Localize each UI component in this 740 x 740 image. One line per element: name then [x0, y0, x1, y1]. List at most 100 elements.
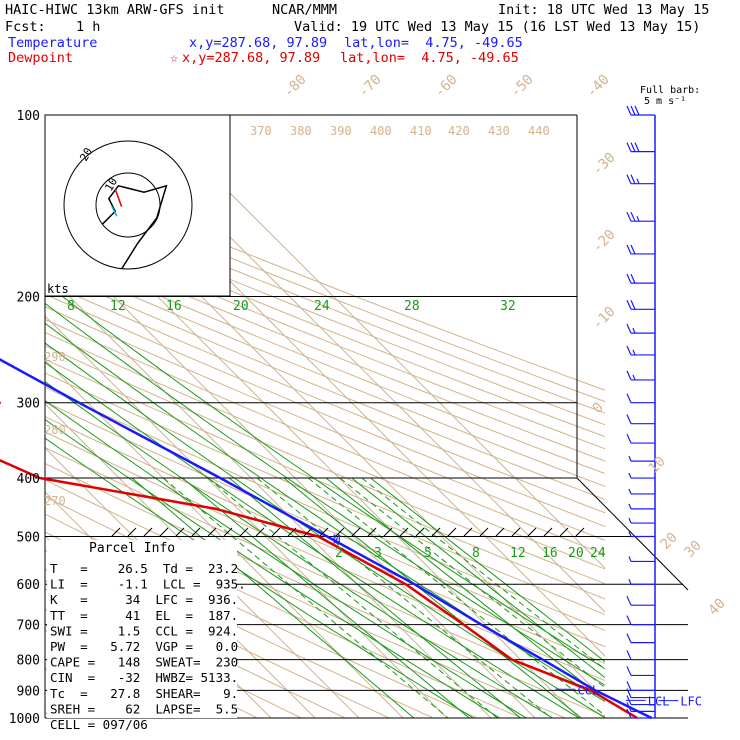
hatch-mark: [543, 527, 553, 537]
wind-barb-flag: [626, 370, 632, 381]
isotherm-label: -30: [590, 150, 619, 179]
pressure-label: 500: [17, 530, 40, 545]
fcst-label: Fcst:: [5, 19, 46, 35]
level-marker-ccl: CCL: [577, 683, 599, 697]
wind-barb-flag: [630, 300, 636, 310]
parcel-info-row: CELL = 097/06: [50, 717, 148, 732]
pressure-label: 400: [17, 472, 40, 487]
hatch-mark: [447, 527, 457, 537]
dry-adiabat: [45, 318, 605, 556]
wind-barb-half: [632, 349, 636, 356]
dry-adiabat: [45, 431, 605, 682]
dry-adiabat: [45, 281, 605, 514]
hodograph-frame: [44, 114, 231, 297]
hatch-mark: [399, 527, 409, 537]
hatch-mark: [495, 527, 505, 537]
hatch-mark: [351, 527, 361, 537]
mixing-ratio-label: 16: [166, 299, 182, 314]
wind-barb-half: [628, 503, 632, 510]
mixing-ratio-line: [361, 477, 605, 670]
wind-barb-flag: [626, 393, 632, 403]
mixing-ratio-line: [339, 477, 605, 689]
hatch-mark: [223, 527, 233, 537]
isotherm-label: -50: [508, 72, 537, 101]
hatch-mark: [527, 527, 537, 537]
dry-adiabat: [45, 568, 346, 718]
mixing-ratio-label: 24: [590, 546, 606, 561]
dry-adiabat: [45, 345, 605, 585]
init-time: Init: 18 UTC Wed 13 May 15: [498, 2, 710, 18]
wind-barb-flag: [626, 345, 632, 356]
isotherm-label: 0: [590, 400, 607, 417]
wind-barb-half: [632, 327, 636, 334]
wind-barbs: [626, 105, 655, 719]
dewpoint-star-icon: ☆: [170, 50, 179, 66]
hatch-mark: [191, 527, 201, 537]
theta-label: 270: [44, 494, 66, 508]
wind-barb-flag: [626, 702, 632, 712]
wind-barb-flag: [626, 414, 632, 424]
dry-adiabat: [45, 401, 605, 648]
theta-label: 370: [250, 124, 272, 138]
dry-adiabat: [45, 293, 605, 527]
dry-adiabat: [45, 180, 605, 403]
mixing-ratio-label: 24: [314, 299, 330, 314]
wind-barb-half: [636, 215, 640, 222]
temperature-latlon: lat,lon= 4.75, -49.65: [344, 35, 523, 51]
isotherm-label: -60: [432, 72, 461, 101]
hodograph-kts-label: kts: [47, 282, 69, 296]
hatch-mark: [271, 527, 281, 537]
wind-barb-flag: [626, 244, 632, 255]
pressure-label: 200: [17, 291, 40, 306]
hatch-mark: [479, 527, 489, 537]
theta-label: 420: [448, 124, 470, 138]
wind-barb-flag: [630, 244, 636, 255]
hatch-mark: [255, 527, 265, 537]
pressure-label: 300: [17, 397, 40, 412]
hatch-mark: [415, 527, 425, 537]
dewpoint-line: [0, 401, 638, 720]
wind-barb-half: [628, 517, 632, 524]
wind-barb-flag: [626, 323, 632, 334]
wind-barb-half: [636, 178, 640, 184]
dry-adiabat: [45, 331, 605, 570]
wind-barb-flag: [626, 300, 632, 310]
hatch-mark: [383, 527, 393, 537]
theta-label: 290: [44, 350, 66, 364]
level-marker-m: M: [333, 532, 340, 546]
hodograph-ring-label: 20: [77, 146, 95, 164]
parcel-info-title: Parcel Info: [89, 541, 175, 556]
wind-barb-half: [628, 579, 632, 585]
pressure-label: 100: [17, 109, 40, 124]
hodograph-trace-mid: [111, 206, 118, 217]
pressure-label: 600: [17, 578, 40, 593]
wind-barb-flag: [626, 695, 632, 705]
org-label: NCAR/MMM: [272, 2, 338, 18]
mixing-ratio-label: 32: [500, 299, 516, 314]
mixing-ratio-label: 8: [67, 299, 75, 314]
wind-barb-half: [628, 531, 632, 537]
wind-barb-flag: [626, 666, 632, 676]
wind-barb-flag: [626, 708, 632, 719]
dry-adiabat: [45, 306, 605, 541]
parcel-info-row: CAPE = 148 SWEAT= 230: [50, 655, 238, 670]
parcel-info-row: CIN = -32 HWBZ= 5133.: [50, 670, 238, 685]
hatched-line: [111, 527, 585, 537]
wind-barb-flag: [626, 433, 632, 444]
mixing-ratio-line: [207, 477, 498, 718]
fcst-value: 1 h: [76, 19, 101, 35]
hatch-mark: [575, 527, 585, 537]
wind-barb-flag: [630, 174, 636, 184]
parcel-info-row: PW = 5.72 VGP = 0.0: [50, 639, 238, 654]
isotherm-label: 40: [706, 596, 729, 619]
mixing-ratio-label: 12: [510, 546, 526, 561]
isotherm: [45, 359, 404, 718]
isotherm-label: -10: [590, 304, 619, 333]
hatch-mark: [319, 527, 329, 537]
barb-legend-value: 5 m s⁻¹: [644, 96, 686, 107]
dewpoint-legend: Dewpoint: [8, 50, 74, 66]
wind-barb-flag: [626, 174, 632, 184]
theta-label: 380: [290, 124, 312, 138]
dry-adiabat: [45, 170, 605, 391]
